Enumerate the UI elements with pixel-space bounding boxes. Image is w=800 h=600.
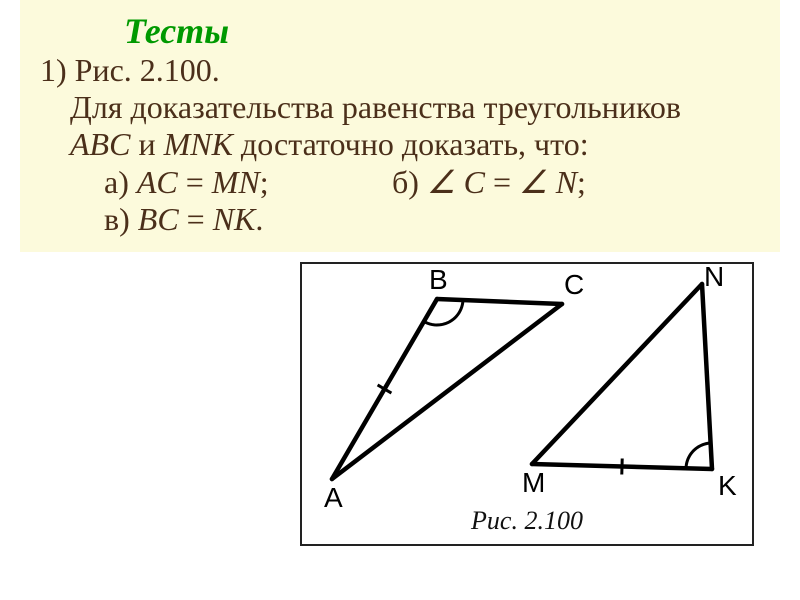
- option-c-label: в): [104, 201, 138, 237]
- problem-line-1: 1) Рис. 2.100.: [40, 52, 760, 89]
- option-c: в) BC = NK.: [104, 201, 263, 237]
- svg-text:N: N: [704, 264, 724, 292]
- svg-text:M: M: [522, 467, 545, 498]
- option-a-rhs: MN: [212, 164, 260, 200]
- options-row-1: а) AC = MN; б) ∠ C = ∠ N;: [104, 163, 760, 201]
- svg-text:A: A: [324, 482, 343, 513]
- option-a-eq: =: [178, 164, 212, 200]
- problem-panel: Тесты 1) Рис. 2.100. Для доказательства …: [20, 0, 780, 252]
- option-b-eq: =: [485, 164, 519, 200]
- svg-text:K: K: [718, 470, 737, 501]
- svg-text:B: B: [429, 264, 448, 295]
- svg-text:C: C: [564, 269, 584, 300]
- and-word: и: [130, 126, 163, 162]
- triangle-abc: ABC: [70, 126, 130, 162]
- option-a-lhs: AC: [137, 164, 178, 200]
- option-b-end: ;: [577, 164, 586, 200]
- option-b-ang1: ∠ C: [427, 164, 485, 200]
- option-a-label: а): [104, 164, 137, 200]
- geometry-figure: A B C M N K: [302, 264, 752, 544]
- option-b-ang2: ∠ N: [519, 164, 577, 200]
- option-c-end: .: [255, 201, 263, 237]
- figure-caption: Рис. 2.100: [471, 506, 583, 536]
- figure-ref: Рис. 2.100.: [75, 52, 220, 88]
- option-a: а) AC = MN;: [104, 164, 384, 201]
- section-title: Тесты: [124, 10, 760, 52]
- options-row-2: в) BC = NK.: [104, 201, 760, 238]
- option-b: б) ∠ C = ∠ N;: [392, 164, 586, 200]
- figure-box: A B C M N K Рис. 2.100: [300, 262, 754, 546]
- line3-suffix: достаточно доказать, что:: [233, 126, 589, 162]
- problem-number: 1): [40, 52, 67, 88]
- option-a-end: ;: [260, 164, 269, 200]
- option-c-eq: =: [179, 201, 213, 237]
- problem-line-3: ABC и MNK достаточно доказать, что:: [70, 126, 760, 163]
- option-c-rhs: NK: [213, 201, 256, 237]
- option-c-lhs: BC: [138, 201, 179, 237]
- problem-line-2: Для доказательства равенства треугольник…: [70, 89, 760, 126]
- option-b-label: б): [392, 164, 427, 200]
- triangle-mnk: MNK: [164, 126, 233, 162]
